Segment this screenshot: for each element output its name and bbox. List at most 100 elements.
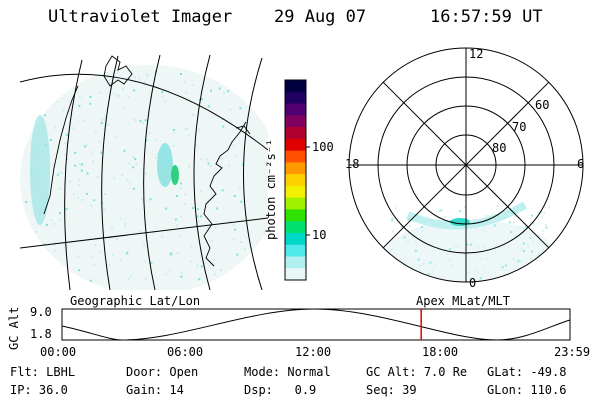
speckle (56, 100, 59, 103)
speckle (179, 182, 182, 185)
lat-label-60: 60 (535, 98, 550, 112)
speckle (132, 166, 135, 169)
status-dsp: Dsp: 0.9 (244, 383, 317, 397)
speckle (100, 118, 103, 121)
speckle (150, 261, 153, 264)
speckle (426, 221, 429, 224)
speckle (187, 134, 190, 137)
emission-band-center (157, 143, 173, 187)
speckle (521, 247, 524, 250)
speckle (469, 243, 472, 246)
speckle (71, 127, 74, 130)
speckle (475, 268, 478, 271)
speckle (25, 201, 28, 204)
speckle (213, 273, 216, 276)
speckle (400, 266, 403, 269)
speckle (223, 92, 226, 95)
speckle (534, 277, 537, 280)
speckle (45, 223, 48, 226)
speckle (229, 220, 232, 223)
speckle (128, 96, 131, 99)
speckle (479, 277, 482, 280)
speckle (234, 154, 237, 157)
polar-grid (348, 47, 584, 283)
speckle (172, 128, 175, 131)
colorbar-unit-label: photon cm⁻²s⁻¹ (264, 138, 278, 240)
speckle (65, 208, 68, 211)
speckle (222, 125, 225, 128)
speckle (185, 91, 188, 94)
speckle (161, 235, 164, 238)
colorbar-swatch (285, 80, 306, 93)
speckle (473, 221, 476, 224)
speckle (119, 217, 122, 220)
speckle (115, 135, 118, 138)
speckle (433, 265, 436, 268)
geo-panel-label: Geographic Lat/Lon (70, 294, 201, 308)
speckle (145, 73, 148, 76)
speckle (492, 213, 495, 216)
timeline-ylabel: GC Alt (7, 306, 21, 350)
speckle (399, 271, 402, 274)
speckle (54, 126, 57, 129)
speckle (510, 231, 513, 234)
speckle (525, 225, 528, 228)
emission-speckles (25, 70, 246, 282)
colorbar-swatch (285, 115, 306, 128)
speckle (522, 228, 525, 231)
speckle (54, 241, 57, 244)
speckle (444, 215, 447, 218)
speckle (50, 219, 53, 222)
speckle (130, 275, 133, 278)
speckle (124, 225, 127, 228)
speckle (393, 271, 396, 274)
speckle (161, 90, 164, 93)
speckle (100, 122, 103, 125)
speckle (529, 221, 532, 224)
speckle (103, 208, 106, 211)
time-label: 16:57:59 UT (430, 7, 543, 27)
speckle (138, 230, 141, 233)
speckle (219, 157, 222, 160)
speckle (43, 243, 46, 246)
speckle (540, 216, 543, 219)
speckle (425, 216, 428, 219)
status-gc-alt: GC Alt: 7.0 Re (366, 365, 468, 379)
speckle (78, 179, 81, 182)
speckle (86, 172, 89, 175)
speckle (175, 224, 178, 227)
speckle (200, 215, 203, 218)
speckle (180, 215, 183, 218)
speckle (96, 176, 99, 179)
speckle (66, 158, 69, 161)
speckle (94, 244, 97, 247)
speckle (134, 158, 137, 161)
speckle (483, 266, 486, 269)
lat-label-70: 70 (512, 120, 527, 134)
speckle (185, 127, 188, 130)
speckle (408, 225, 411, 228)
polar-panel-label: Apex MLat/MLT (416, 294, 510, 308)
instrument-title: Ultraviolet Imager (48, 7, 233, 27)
speckle (391, 217, 394, 220)
speckle (233, 195, 236, 198)
speckle (519, 260, 522, 263)
speckle (392, 217, 395, 220)
speckle (78, 95, 81, 98)
speckle (540, 211, 543, 214)
speckle (57, 173, 60, 176)
speckle (43, 114, 46, 117)
speckle (121, 174, 124, 177)
speckle (209, 164, 212, 167)
colorbar-tick-10: 10 (312, 228, 327, 242)
colorbar-swatch (285, 91, 306, 105)
speckle (504, 264, 507, 267)
speckle (106, 123, 109, 126)
colorbar-frame (284, 79, 307, 281)
speckle (513, 235, 516, 238)
speckle (239, 186, 242, 189)
speckle (517, 260, 520, 263)
speckle (35, 231, 38, 234)
speckle (543, 211, 546, 214)
speckle (58, 218, 61, 221)
